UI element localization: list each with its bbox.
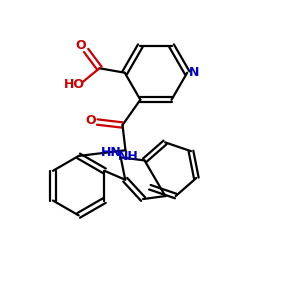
Text: HO: HO (64, 77, 85, 91)
Text: HN: HN (101, 146, 122, 159)
Text: N: N (188, 66, 199, 79)
Text: O: O (75, 39, 86, 52)
Text: O: O (85, 114, 96, 127)
Text: NH: NH (118, 150, 138, 163)
